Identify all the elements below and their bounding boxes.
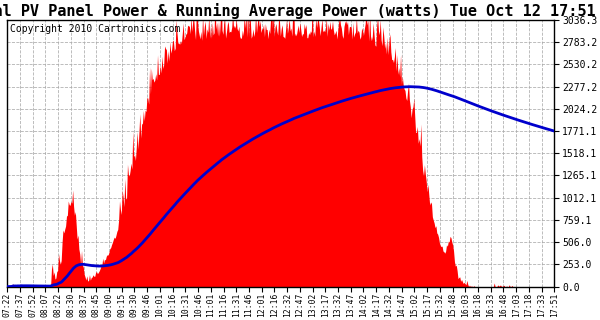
Text: Copyright 2010 Cartronics.com: Copyright 2010 Cartronics.com — [10, 24, 181, 34]
Title: Total PV Panel Power & Running Average Power (watts) Tue Oct 12 17:51: Total PV Panel Power & Running Average P… — [0, 3, 596, 19]
